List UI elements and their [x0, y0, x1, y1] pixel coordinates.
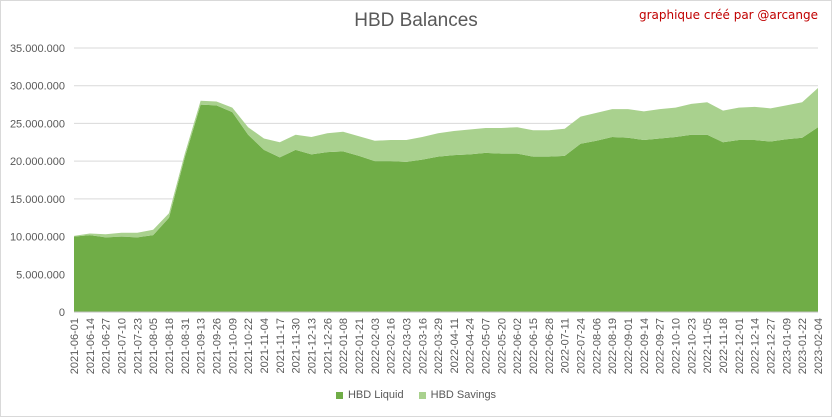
x-tick-label: 2023-01-22 — [797, 318, 809, 374]
x-tick-label: 2023-01-09 — [781, 318, 793, 374]
x-tick-label: 2021-07-10 — [116, 318, 128, 374]
x-tick-label: 2022-09-01 — [623, 318, 635, 374]
x-tick-label: 2022-06-15 — [528, 318, 540, 374]
y-tick-label: 10.000.000 — [10, 232, 65, 244]
y-tick-label: 0 — [59, 307, 65, 319]
y-tick-label: 35.000.000 — [10, 43, 65, 55]
x-tick-label: 2022-12-14 — [750, 318, 762, 374]
x-tick-label: 2022-07-24 — [576, 318, 588, 374]
x-tick-label: 2021-09-13 — [196, 318, 208, 374]
x-tick-label: 2021-08-05 — [148, 318, 160, 374]
x-tick-label: 2022-11-05 — [702, 318, 714, 373]
legend-item-liquid: HBD Liquid — [335, 389, 404, 401]
y-tick-label: 30.000.000 — [10, 81, 65, 93]
x-tick-label: 2022-08-19 — [607, 318, 619, 374]
y-tick-label: 5.000.000 — [16, 269, 65, 281]
x-tick-label: 2021-07-23 — [132, 318, 144, 374]
x-tick-label: 2022-01-21 — [354, 318, 366, 374]
x-tick-label: 2022-06-02 — [512, 318, 524, 374]
x-tick-label: 2022-08-06 — [591, 318, 603, 374]
chart-credit: graphique créé par @arcange — [638, 8, 818, 22]
x-tick-label: 2021-10-09 — [227, 318, 239, 374]
x-tick-label: 2022-10-10 — [671, 318, 683, 374]
x-tick-label: 2022-03-03 — [401, 318, 413, 374]
x-tick-label: 2021-06-14 — [85, 318, 97, 374]
x-tick-label: 2022-01-08 — [338, 318, 350, 374]
series-area-hbd-savings — [74, 87, 818, 238]
x-tick-label: 2021-10-22 — [243, 318, 255, 374]
x-tick-label: 2022-06-28 — [544, 318, 556, 374]
legend-label-liquid: HBD Liquid — [347, 389, 404, 401]
x-tick-label: 2021-06-27 — [101, 318, 113, 374]
y-tick-label: 20.000.000 — [10, 156, 65, 168]
x-tick-label: 2022-09-27 — [655, 318, 667, 374]
legend-swatch-savings — [418, 391, 426, 399]
x-tick-label: 2021-12-26 — [322, 318, 334, 374]
x-tick-label: 2022-04-11 — [449, 318, 461, 373]
legend-item-savings: HBD Savings — [418, 389, 497, 401]
x-tick-label: 2022-12-01 — [734, 318, 746, 374]
x-tick-label: 2022-03-16 — [417, 318, 429, 374]
x-tick-label: 2021-08-18 — [164, 318, 176, 374]
x-tick-label: 2021-08-31 — [180, 318, 192, 374]
x-tick-label: 2022-05-07 — [481, 318, 493, 374]
y-tick-label: 25.000.000 — [10, 118, 65, 130]
x-tick-label: 2023-02-04 — [813, 318, 825, 374]
legend-swatch-liquid — [335, 391, 343, 399]
x-tick-label: 2022-04-24 — [465, 318, 477, 374]
x-tick-label: 2022-09-14 — [639, 318, 651, 374]
chart-title: HBD Balances — [354, 10, 478, 31]
legend-label-savings: HBD Savings — [430, 389, 497, 401]
x-tick-label: 2021-11-30 — [291, 318, 303, 373]
x-tick-label: 2022-05-20 — [496, 318, 508, 374]
x-tick-label: 2022-02-16 — [386, 318, 398, 374]
x-tick-label: 2021-12-13 — [306, 318, 318, 374]
x-tick-label: 2022-02-03 — [370, 318, 382, 374]
x-tick-label: 2021-11-17 — [275, 318, 287, 373]
x-tick-label: 2021-09-26 — [211, 318, 223, 374]
x-tick-label: 2022-03-29 — [433, 318, 445, 374]
x-tick-label: 2022-11-18 — [718, 318, 730, 373]
x-tick-label: 2021-06-01 — [69, 318, 81, 374]
x-tick-label: 2022-12-27 — [766, 318, 778, 374]
x-tick-label: 2022-07-11 — [560, 318, 572, 373]
y-tick-label: 15.000.000 — [10, 194, 65, 206]
series-area-hbd-liquid — [74, 104, 818, 312]
x-tick-label: 2022-10-23 — [686, 318, 698, 374]
x-tick-label: 2021-11-04 — [259, 318, 271, 373]
chart-legend: HBD Liquid HBD Savings — [0, 389, 832, 401]
